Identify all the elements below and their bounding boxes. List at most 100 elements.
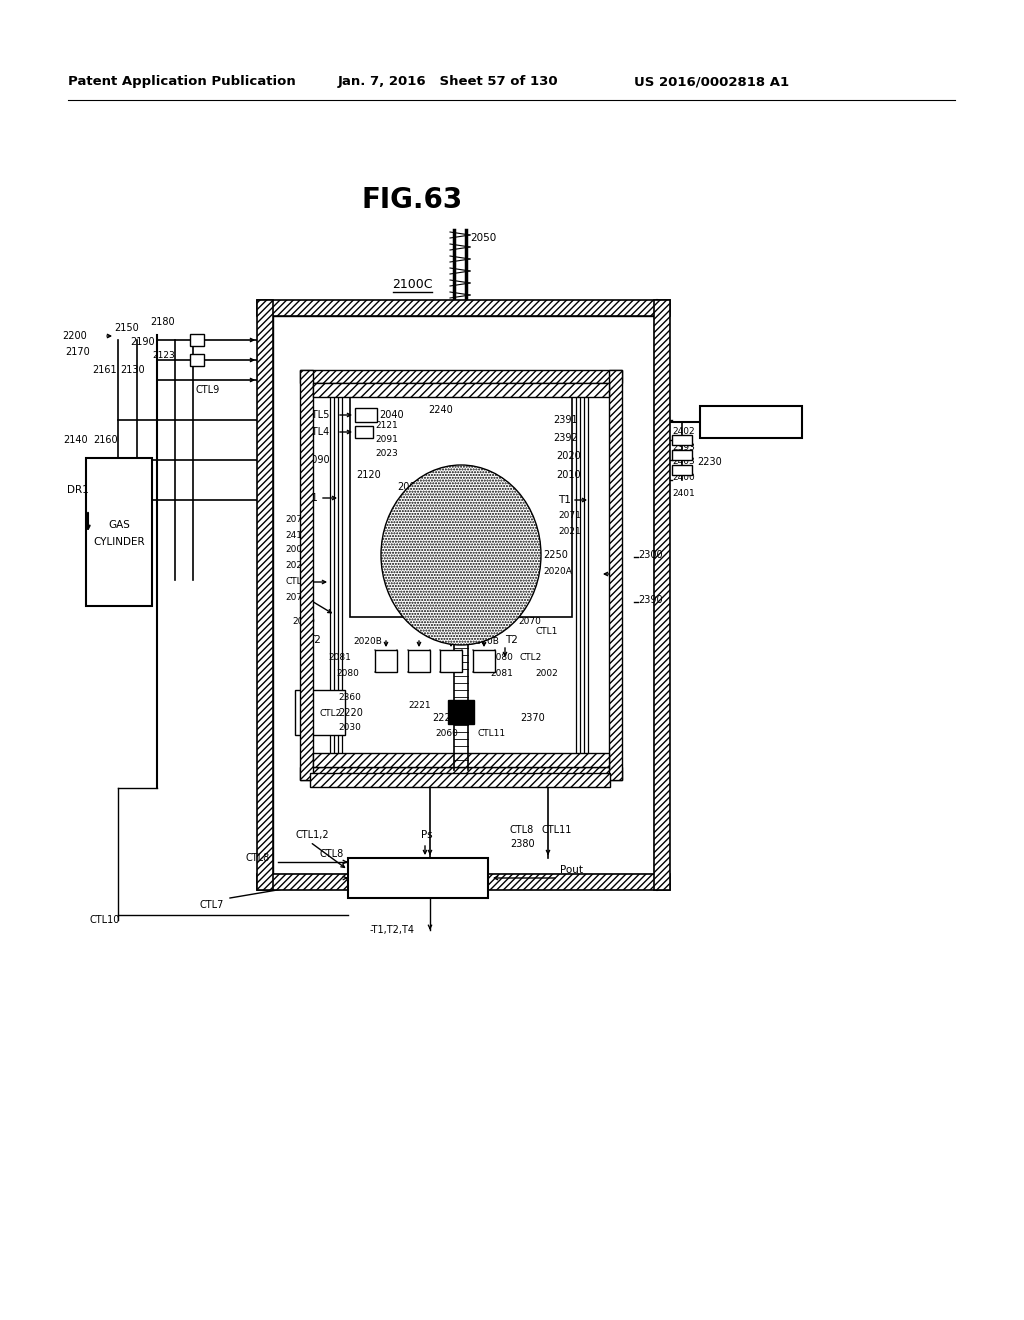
Text: 2003: 2003: [422, 503, 444, 511]
Text: CTL8: CTL8: [510, 825, 535, 836]
Text: 2160: 2160: [93, 436, 118, 445]
Text: 2380: 2380: [510, 840, 535, 849]
Text: CTL9: CTL9: [195, 385, 219, 395]
Text: 2020: 2020: [556, 451, 581, 461]
Text: 2081: 2081: [328, 653, 351, 663]
Text: CTL11: CTL11: [542, 825, 572, 836]
Text: 2020A: 2020A: [543, 568, 571, 577]
Bar: [700, 407, 802, 438]
Text: 2040: 2040: [379, 411, 403, 420]
Text: 2121: 2121: [375, 421, 397, 430]
Text: CTL11: CTL11: [467, 755, 496, 764]
Bar: [257, 300, 670, 315]
Bar: [672, 436, 692, 445]
Bar: [350, 397, 572, 616]
Text: 2190: 2190: [130, 337, 155, 347]
Bar: [375, 649, 397, 672]
Text: 2071: 2071: [285, 516, 308, 524]
Text: 2221: 2221: [408, 701, 431, 710]
Text: 2300: 2300: [638, 550, 663, 560]
Text: 2001: 2001: [285, 545, 308, 554]
Text: 2020A: 2020A: [285, 561, 314, 569]
Text: 2130: 2130: [120, 366, 144, 375]
Text: 2021: 2021: [558, 527, 581, 536]
Bar: [190, 334, 204, 346]
Bar: [449, 700, 474, 723]
Text: T2: T2: [505, 635, 518, 645]
Text: 2123: 2123: [152, 351, 175, 359]
Ellipse shape: [381, 465, 541, 645]
Bar: [313, 383, 609, 397]
Text: 2091: 2091: [375, 436, 398, 445]
Bar: [257, 300, 273, 890]
Bar: [300, 370, 313, 780]
Text: Patent Application Publication: Patent Application Publication: [68, 75, 296, 88]
Text: CTL1: CTL1: [536, 627, 558, 636]
Text: 2180: 2180: [150, 317, 175, 327]
Bar: [672, 450, 692, 459]
Text: CTL8: CTL8: [245, 853, 269, 863]
Text: US 2016/0002818 A1: US 2016/0002818 A1: [634, 75, 790, 88]
Text: Ps: Ps: [421, 830, 432, 840]
Text: 2410: 2410: [285, 531, 308, 540]
Text: CTL8: CTL8: [319, 849, 344, 859]
Text: 2250: 2250: [543, 550, 568, 560]
Bar: [313, 752, 609, 767]
Text: CTL5: CTL5: [305, 411, 330, 420]
Bar: [190, 354, 204, 366]
Text: 2010: 2010: [556, 470, 581, 480]
Text: 2050: 2050: [470, 234, 497, 243]
Text: CTL10: CTL10: [90, 915, 121, 925]
Text: 2230: 2230: [697, 457, 722, 467]
Text: 2005: 2005: [397, 482, 422, 492]
Text: 2122: 2122: [415, 774, 440, 783]
Text: T1: T1: [558, 495, 570, 506]
Text: 2090: 2090: [305, 455, 330, 465]
Text: 2403: 2403: [672, 458, 694, 466]
Bar: [440, 649, 462, 672]
Bar: [300, 370, 622, 383]
Text: 2081: 2081: [490, 668, 513, 677]
Text: 2401: 2401: [672, 488, 694, 498]
Text: -T1,T2,T4: -T1,T2,T4: [370, 925, 415, 935]
Text: CTL2: CTL2: [520, 653, 543, 663]
Bar: [609, 370, 622, 780]
Text: 2392: 2392: [553, 433, 578, 444]
Text: T2: T2: [308, 635, 321, 645]
Text: CTL1,2: CTL1,2: [295, 830, 329, 840]
Text: 2390: 2390: [638, 595, 663, 605]
Text: 2060: 2060: [435, 729, 458, 738]
Text: 2030: 2030: [338, 723, 360, 733]
Text: CTL1: CTL1: [285, 578, 307, 586]
Bar: [300, 767, 622, 780]
Text: T4: T4: [438, 755, 449, 764]
Text: 2140: 2140: [63, 436, 88, 445]
Text: 2071: 2071: [558, 511, 581, 520]
Text: VACUUM PUMP: VACUUM PUMP: [707, 417, 795, 426]
Text: CTL7: CTL7: [200, 900, 224, 909]
Text: 2070: 2070: [292, 618, 314, 627]
Text: 2220: 2220: [432, 713, 457, 723]
Bar: [310, 774, 610, 787]
Text: 2023: 2023: [375, 449, 397, 458]
Text: 2020B: 2020B: [470, 638, 499, 647]
Bar: [257, 874, 670, 890]
Text: T1: T1: [305, 492, 317, 503]
Text: 2370: 2370: [520, 713, 545, 723]
Text: 2393: 2393: [672, 442, 695, 451]
Text: 2031: 2031: [450, 774, 475, 783]
Text: CONTROLLER: CONTROLLER: [374, 871, 462, 884]
Bar: [672, 465, 692, 475]
Text: GAS: GAS: [109, 520, 130, 531]
Text: 2170: 2170: [65, 347, 90, 356]
Text: 2070: 2070: [518, 618, 541, 627]
Text: CYLINDER: CYLINDER: [93, 537, 144, 546]
Bar: [86, 458, 152, 606]
Text: Pout: Pout: [560, 865, 583, 875]
Text: 2400: 2400: [672, 474, 694, 483]
Text: CTL4: CTL4: [305, 426, 330, 437]
Text: 2240: 2240: [428, 405, 453, 414]
Text: DR1: DR1: [67, 484, 89, 495]
Bar: [355, 426, 373, 438]
Bar: [473, 649, 495, 672]
